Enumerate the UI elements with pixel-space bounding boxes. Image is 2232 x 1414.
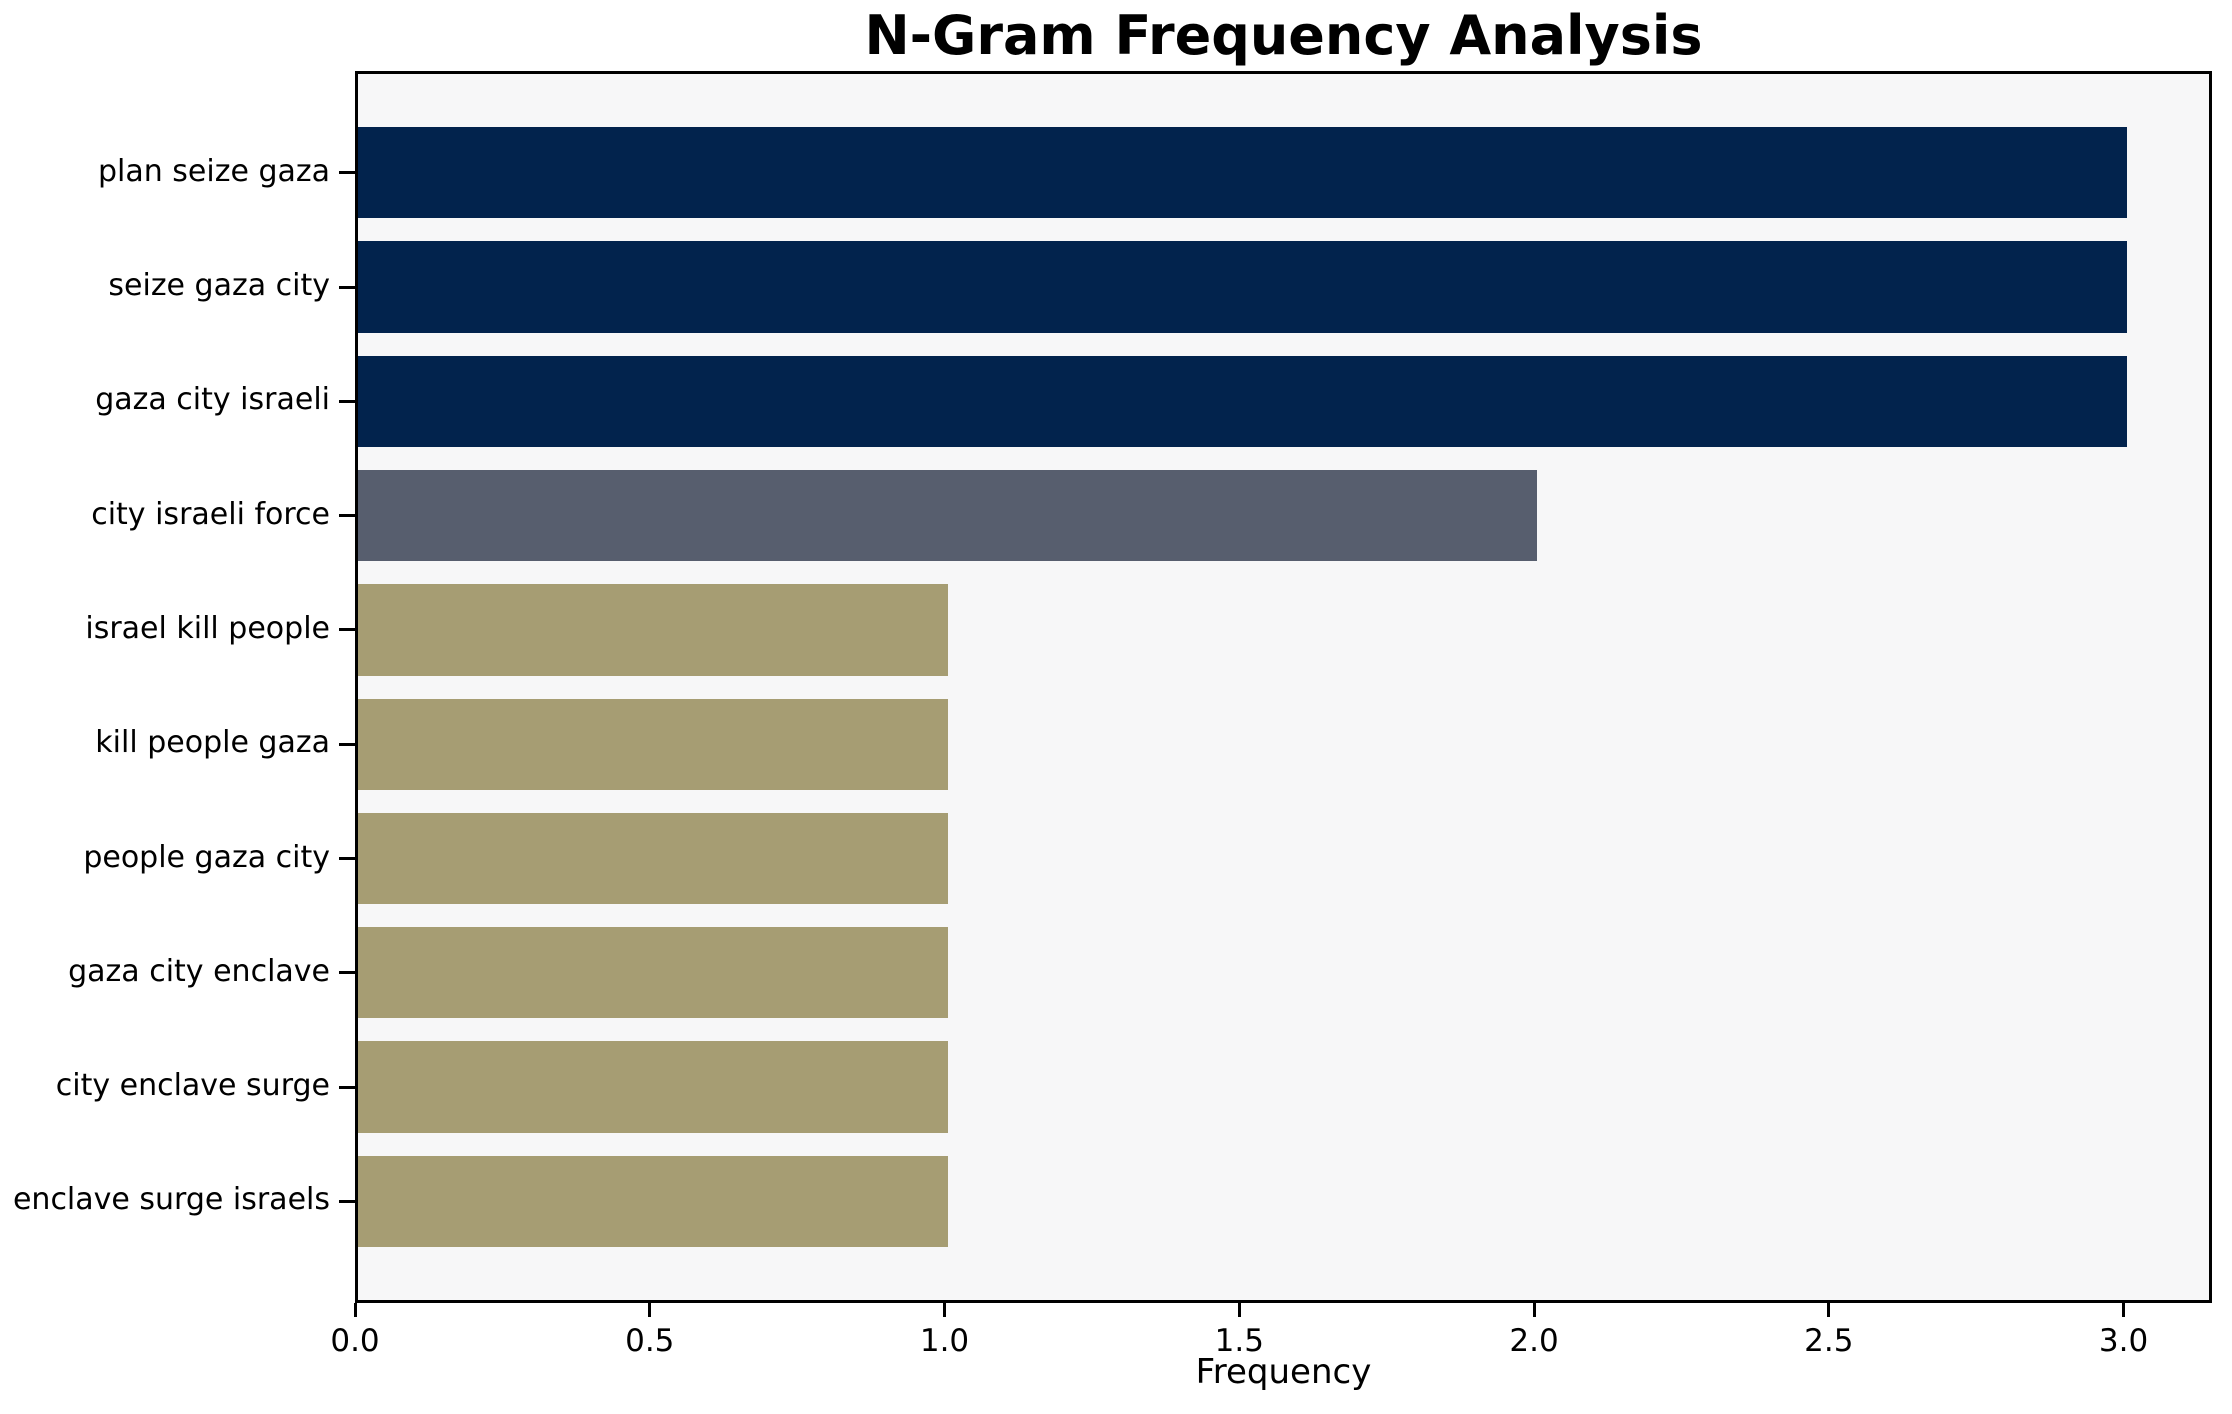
y-tick-mark — [339, 628, 355, 632]
y-axis-label: seize gaza city — [108, 268, 330, 303]
y-axis-label: kill people gaza — [95, 725, 330, 761]
bar-israel-kill-people — [358, 584, 948, 676]
x-tick-label: 2.0 — [1509, 1323, 1559, 1359]
y-tick-mark — [339, 1199, 355, 1203]
y-axis-label: people gaza city — [83, 839, 330, 875]
x-tick-label: 2.5 — [1804, 1323, 1854, 1359]
x-tick-mark — [353, 1303, 357, 1317]
x-tick-mark — [1237, 1303, 1241, 1317]
x-tick-label: 3.0 — [2098, 1323, 2149, 1359]
y-axis-label: enclave surge israels — [12, 1182, 330, 1218]
bar-city-israeli-force — [358, 469, 1538, 562]
y-axis-label: gaza city israeli — [95, 382, 330, 418]
x-tick-mark — [2122, 1303, 2126, 1317]
bar-gaza-city-israeli — [358, 355, 2127, 447]
y-tick-mark — [339, 971, 355, 975]
x-tick-mark — [943, 1303, 947, 1317]
x-tick-label: 1.0 — [919, 1323, 970, 1359]
plot-area — [339, 71, 2212, 1317]
y-axis-label: plan seize gaza — [97, 153, 330, 189]
y-axis-label: city israeli force — [91, 496, 330, 532]
x-tick-label: 1.5 — [1214, 1323, 1264, 1359]
bar-enclave-surge-israels — [358, 1155, 948, 1248]
y-axis-label: gaza city enclave — [68, 953, 330, 989]
bar-seize-gaza-city — [358, 241, 2127, 333]
bar-kill-people-gaza — [358, 698, 948, 790]
y-tick-mark — [339, 742, 355, 746]
y-tick-mark — [339, 514, 355, 518]
x-tick-mark — [1827, 1303, 1831, 1317]
chart-title: N-Gram Frequency Analysis — [864, 4, 1703, 67]
bar-city-enclave-surge — [358, 1041, 948, 1133]
y-tick-mark — [339, 171, 355, 175]
x-axis-title: Frequency — [1195, 1352, 1372, 1392]
x-tick-label: 0.0 — [330, 1323, 380, 1359]
bar-gaza-city-enclave — [358, 927, 948, 1019]
x-tick-mark — [648, 1303, 652, 1317]
bar-plan-seize-gaza — [358, 127, 2127, 219]
y-axis-label: city enclave surge — [55, 1068, 330, 1104]
x-tick-label: 0.5 — [625, 1323, 675, 1359]
y-tick-mark — [339, 399, 355, 403]
y-tick-mark — [339, 857, 355, 860]
x-tick-mark — [1532, 1303, 1536, 1317]
bar-people-gaza-city — [358, 812, 948, 905]
y-axis-label: israel kill people — [85, 610, 330, 646]
y-tick-mark — [339, 1085, 355, 1089]
y-tick-mark — [339, 285, 355, 289]
